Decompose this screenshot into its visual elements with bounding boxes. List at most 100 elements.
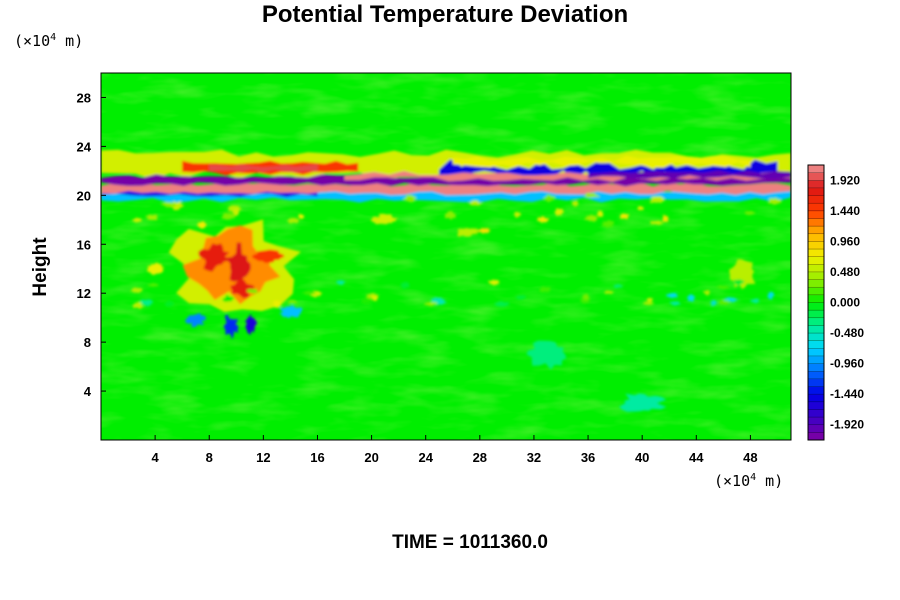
level-12-speckle (669, 300, 682, 306)
level-12-speckle (371, 295, 379, 302)
level-18-speckle (650, 220, 665, 225)
colorbar-cell (808, 394, 824, 403)
convective-core-a (198, 243, 230, 272)
level-18-speckle (637, 206, 644, 211)
level-12-speckle (361, 297, 373, 305)
x-tick-label: 4 (152, 450, 160, 465)
colorbar-cell (808, 249, 824, 258)
level-18-speckle (160, 201, 178, 208)
level-12-speckle (514, 295, 527, 300)
level-12-speckle (666, 292, 679, 299)
colorbar-label: 0.000 (830, 296, 860, 310)
level-12-speckle (287, 299, 298, 304)
level-18-speckle (649, 196, 665, 204)
purple-band-upper-right (588, 170, 791, 179)
colorbar-label: -0.960 (830, 357, 864, 371)
colorbar-label: -0.480 (830, 326, 864, 340)
level-18-speckle (583, 192, 601, 198)
level-18-speckle (132, 217, 143, 223)
colorbar-label: 0.480 (830, 265, 860, 279)
level-18-speckle (444, 210, 457, 220)
colorbar-cell (808, 241, 824, 250)
cold-spot-c (245, 313, 257, 336)
level-12-speckle (604, 290, 615, 295)
colorbar-cell (808, 271, 824, 280)
level-18-speckle (467, 200, 483, 206)
level-18-speckle (662, 214, 669, 223)
colorbar: 1.920 1.440 0.960 0.480 0.000 -0.480 -0.960 -1.… (807, 164, 864, 441)
colorbar-cell (808, 401, 824, 410)
level-18-speckle (476, 227, 492, 234)
colorbar-label: -1.440 (830, 387, 864, 401)
colorbar-cell (808, 317, 824, 326)
level-12-speckle (732, 279, 745, 286)
colorbar-cell (808, 172, 824, 181)
colorbar-cell (808, 333, 824, 342)
level-18-speckle (584, 214, 598, 222)
level-12-speckle (539, 286, 552, 293)
level-18-speckle (571, 200, 579, 208)
colorbar-cell (808, 417, 824, 426)
pink-band-upper (344, 171, 791, 182)
colorbar-cell (808, 409, 824, 418)
level-12-speckle (749, 298, 760, 304)
colorbar-label: -1.920 (830, 418, 864, 432)
warm-patch-e (146, 262, 165, 276)
level-12-speckle (767, 291, 775, 300)
colorbar-cell (808, 348, 824, 357)
level-12-speckle (139, 299, 154, 307)
level-12-speckle (718, 299, 731, 305)
level-12-speckle (246, 288, 258, 294)
level-18-speckle (298, 213, 305, 220)
x-tick-label: 12 (256, 450, 270, 465)
y-tick-label: 4 (84, 384, 92, 399)
level-18-speckle (767, 197, 782, 205)
level-18-speckle (596, 210, 604, 218)
warm-streak-left-core (209, 164, 318, 173)
colorbar-cell (808, 233, 824, 242)
colorbar-cell (808, 424, 824, 433)
colorbar-frame (807, 164, 825, 441)
level-12-speckle (709, 299, 718, 307)
colorbar-cell (808, 302, 824, 311)
colorbar-cell (808, 310, 824, 319)
y-axis-unit: (×104 m) (14, 32, 84, 50)
x-tick-label: 32 (527, 450, 541, 465)
cool-patch-i (619, 393, 667, 412)
level-12-speckle (400, 282, 410, 290)
level-12-speckle (147, 283, 159, 287)
cool-patch-j (526, 340, 567, 370)
convective-core-b (224, 242, 251, 284)
chart-title: Potential Temperature Deviation (261, 1, 629, 28)
level-18-speckle (513, 211, 521, 218)
warm-patch-f (370, 213, 399, 225)
colorbar-cell (808, 218, 824, 227)
level-12-speckle (703, 289, 711, 296)
x-tick-label: 24 (418, 450, 433, 465)
level-12-speckle (642, 301, 655, 306)
colorbar-label: 1.440 (830, 204, 860, 218)
colorbar-cell (808, 386, 824, 395)
colorbar-cell (808, 256, 824, 265)
colorbar-cell (808, 355, 824, 365)
colorbar-label: 1.920 (830, 173, 860, 187)
colorbar-cell (808, 180, 824, 189)
level-12-speckle (646, 297, 654, 303)
colorbar-cell (808, 340, 824, 349)
warm-patch-g (457, 228, 479, 237)
level-12-speckle (582, 293, 590, 301)
cold-patch-d (279, 304, 303, 319)
heatmap-field (101, 73, 791, 440)
colorbar-cell (808, 378, 824, 387)
level-12-speckle (493, 301, 510, 307)
colorbar-cell (808, 195, 824, 204)
level-18-speckle (554, 208, 565, 217)
x-tick-label: 40 (635, 450, 649, 465)
plot-frame (100, 72, 792, 441)
level-12-speckle (301, 290, 316, 296)
x-axis-unit: (×104 m) (714, 472, 784, 490)
y-tick-label: 24 (77, 139, 92, 154)
level-12-speckle (487, 279, 500, 286)
colorbar-cell (808, 210, 824, 219)
